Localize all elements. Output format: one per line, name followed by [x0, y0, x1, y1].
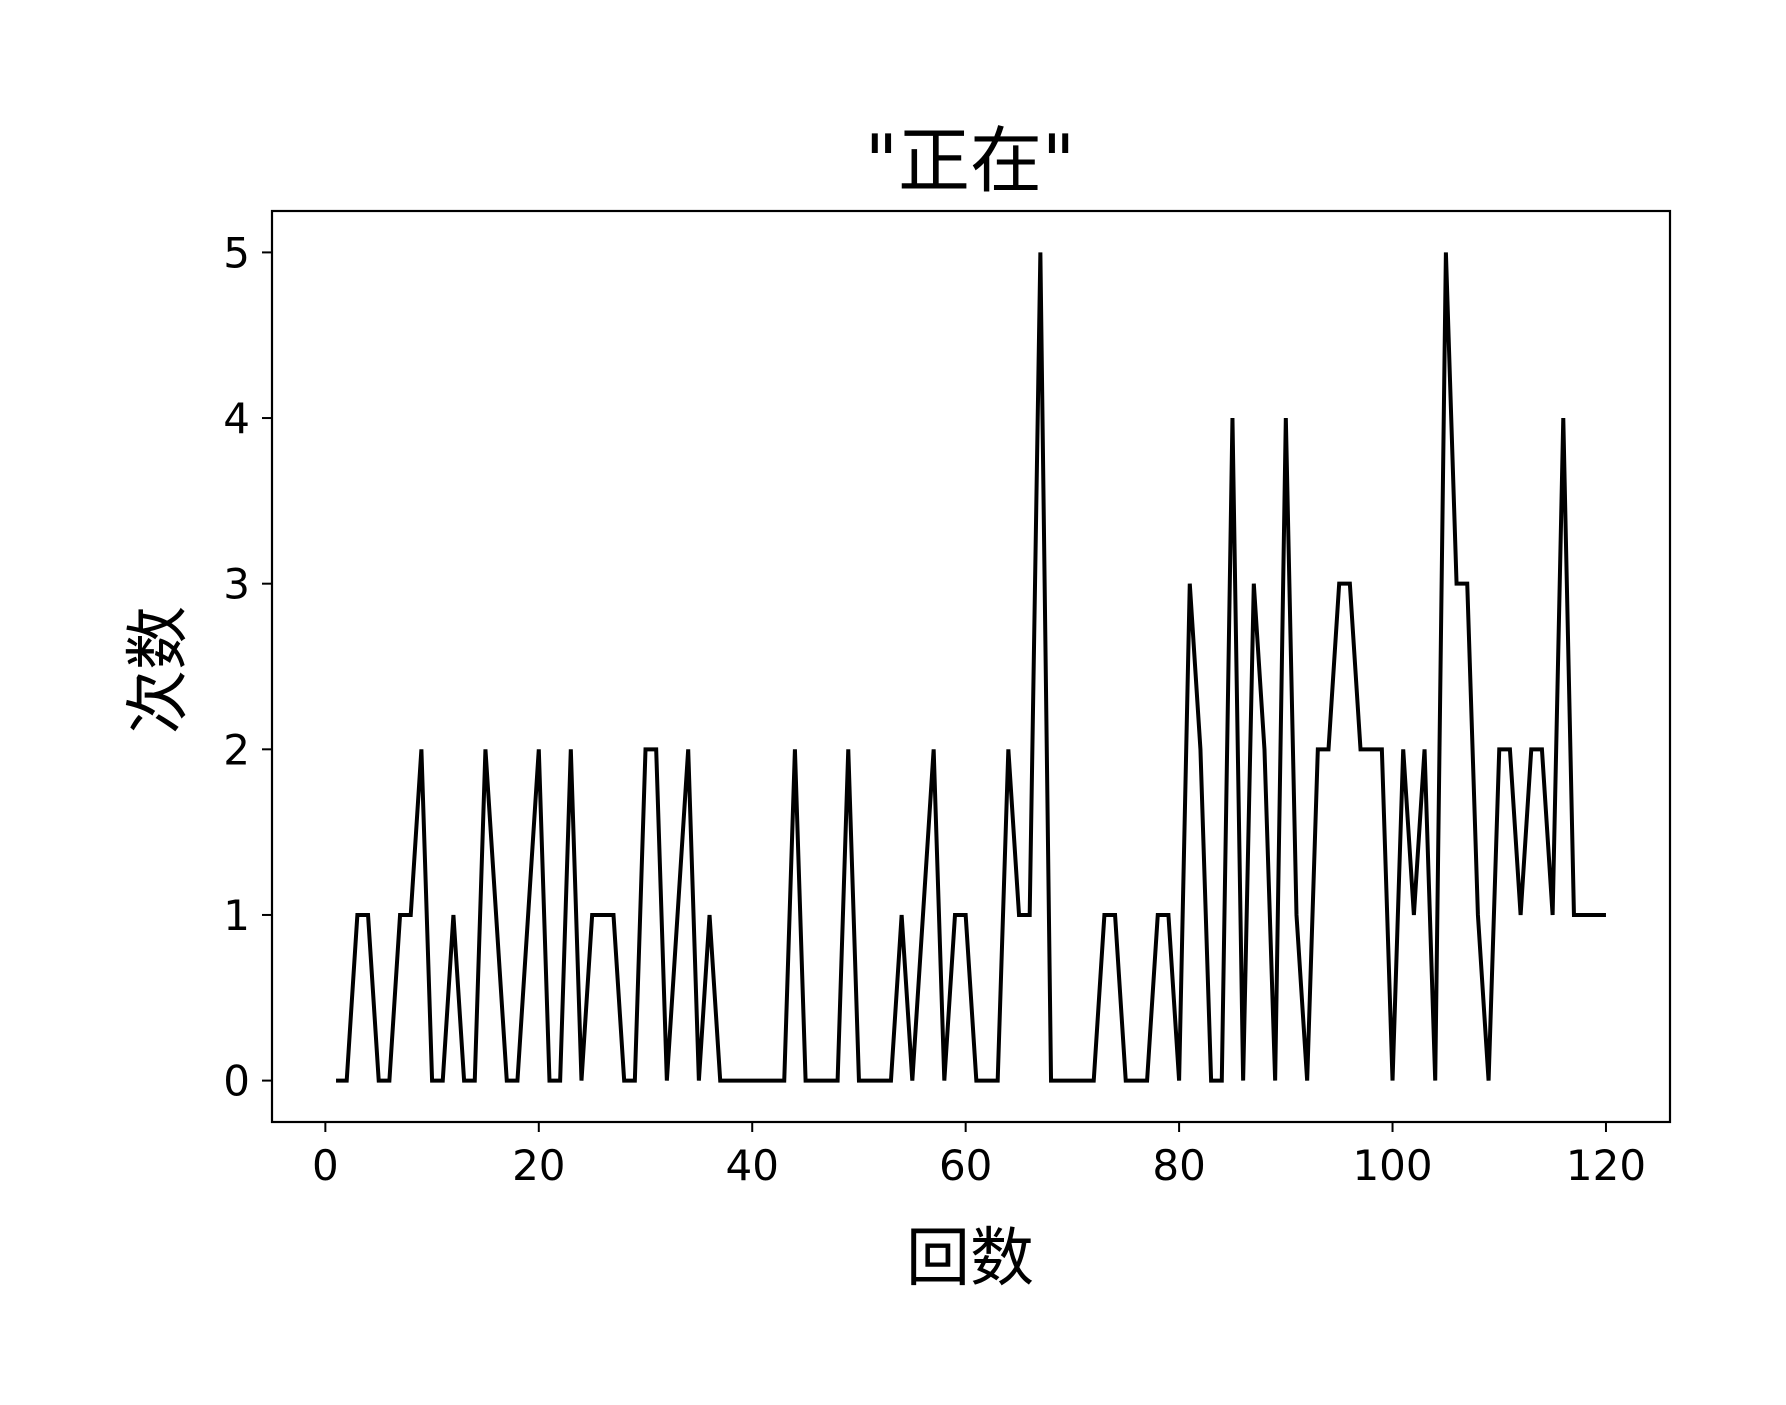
x-tick-label: 40 [726, 1141, 779, 1190]
x-axis-label: 回数 [906, 1222, 1034, 1296]
x-tick-label: 100 [1352, 1141, 1432, 1190]
x-axis-ticks: 0 20 40 60 80 100 120 [312, 1122, 1646, 1190]
x-tick-label: 20 [512, 1141, 565, 1190]
x-tick-label: 120 [1566, 1141, 1646, 1190]
x-tick-label: 60 [939, 1141, 992, 1190]
x-tick-label: 80 [1152, 1141, 1205, 1190]
y-tick-label: 1 [223, 891, 250, 940]
x-tick-label: 0 [312, 1141, 339, 1190]
y-axis-ticks: 0 1 2 3 4 5 [223, 228, 272, 1106]
plot-series-group [336, 252, 1606, 1083]
y-axis-label: 次数 [122, 606, 196, 734]
chart-title: "正在" [865, 119, 1075, 203]
y-tick-label: 3 [223, 560, 250, 609]
y-tick-label: 5 [223, 228, 250, 277]
plot-frame [270, 209, 1672, 1124]
y-tick-label: 0 [223, 1057, 250, 1106]
y-tick-label: 4 [223, 394, 250, 443]
series-line [336, 252, 1606, 1083]
y-tick-label: 2 [223, 725, 250, 774]
